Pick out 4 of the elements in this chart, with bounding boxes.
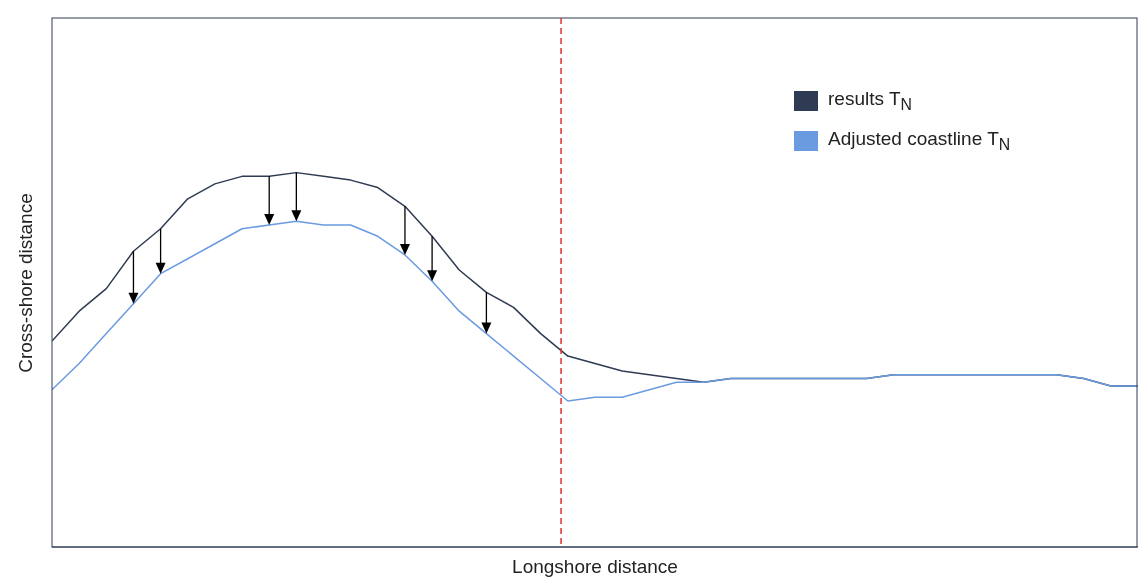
legend-label: Adjusted coastline T$_{N}$ [828, 127, 1011, 154]
y-axis-title: Cross-shore distance [15, 193, 36, 373]
legend-label: results T$_{N}$ [828, 88, 912, 114]
x-axis-title: Longshore distance [512, 556, 678, 577]
